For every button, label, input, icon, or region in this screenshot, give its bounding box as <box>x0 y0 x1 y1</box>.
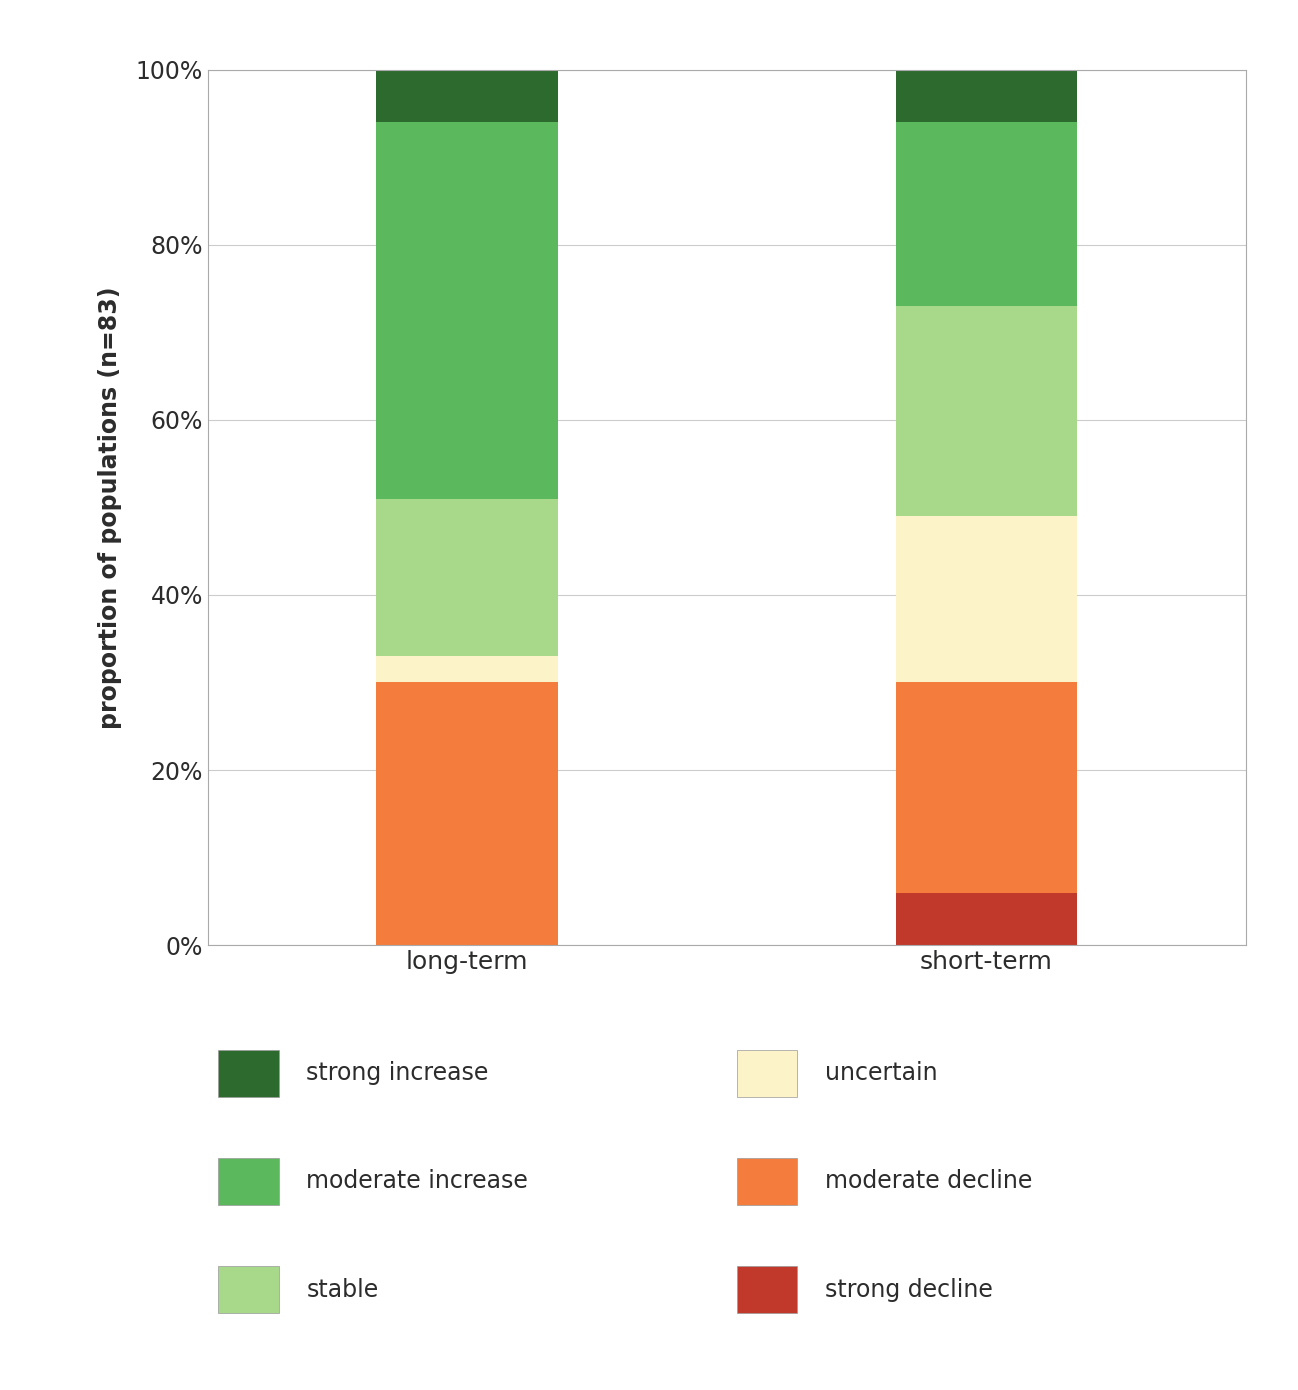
Bar <box>376 499 558 656</box>
Text: stable: stable <box>306 1277 379 1302</box>
FancyBboxPatch shape <box>218 1158 279 1205</box>
FancyBboxPatch shape <box>737 1158 797 1205</box>
FancyBboxPatch shape <box>218 1049 279 1097</box>
Text: moderate decline: moderate decline <box>826 1169 1032 1194</box>
Text: moderate increase: moderate increase <box>306 1169 528 1194</box>
Text: strong increase: strong increase <box>306 1061 489 1086</box>
Bar <box>896 306 1077 516</box>
Y-axis label: proportion of populations (n=83): proportion of populations (n=83) <box>97 286 122 728</box>
Bar <box>376 70 558 122</box>
FancyBboxPatch shape <box>737 1049 797 1097</box>
Bar <box>376 682 558 945</box>
Text: strong decline: strong decline <box>826 1277 993 1302</box>
Bar <box>896 70 1077 122</box>
Bar <box>376 656 558 682</box>
Bar <box>896 892 1077 945</box>
Bar <box>896 122 1077 306</box>
Bar <box>376 122 558 499</box>
Text: uncertain: uncertain <box>826 1061 937 1086</box>
FancyBboxPatch shape <box>218 1266 279 1314</box>
Bar <box>896 516 1077 682</box>
FancyBboxPatch shape <box>737 1266 797 1314</box>
Bar <box>896 682 1077 892</box>
